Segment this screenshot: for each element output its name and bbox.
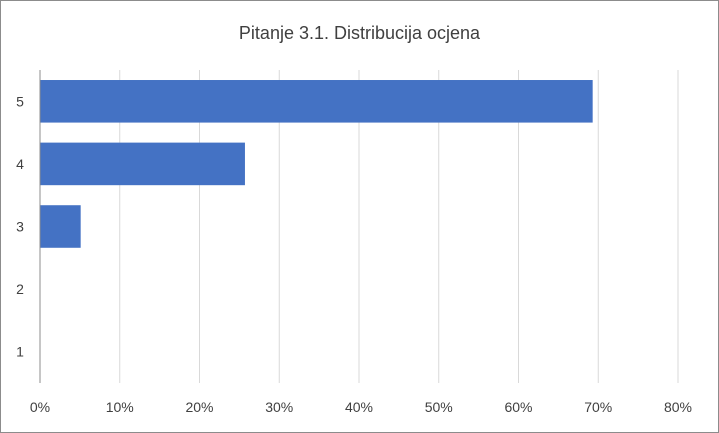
- y-tick-label: 2: [16, 281, 24, 297]
- bar-3: [40, 205, 81, 248]
- x-tick-label: 80%: [664, 399, 692, 415]
- x-axis-ticks: 0% 10% 20% 30% 40% 50% 60% 70% 80%: [30, 399, 692, 415]
- x-tick-label: 40%: [345, 399, 373, 415]
- chart-title: Pitanje 3.1. Distribucija ocjena: [239, 23, 481, 43]
- y-axis-ticks: 5 4 3 2 1: [16, 93, 24, 359]
- y-tick-label: 5: [16, 93, 24, 109]
- bars: [40, 80, 593, 248]
- x-tick-label: 50%: [425, 399, 453, 415]
- x-tick-label: 60%: [504, 399, 532, 415]
- x-tick-label: 20%: [185, 399, 213, 415]
- x-tick-label: 70%: [584, 399, 612, 415]
- y-tick-label: 3: [16, 219, 24, 235]
- x-tick-label: 30%: [265, 399, 293, 415]
- bar-5: [40, 80, 593, 123]
- x-tick-label: 0%: [30, 399, 50, 415]
- x-tick-label: 10%: [106, 399, 134, 415]
- y-tick-label: 1: [16, 344, 24, 360]
- y-tick-label: 4: [16, 156, 24, 172]
- bar-4: [40, 142, 245, 186]
